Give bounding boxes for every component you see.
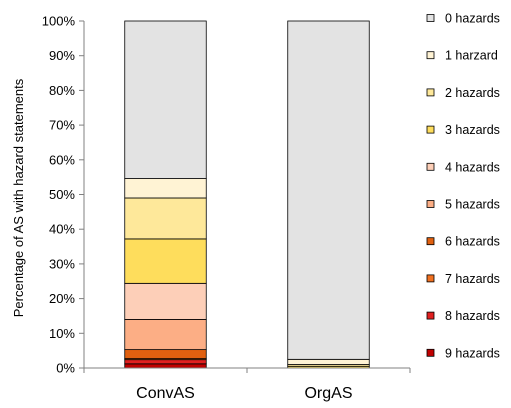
- y-tick-label: 10%: [49, 326, 75, 341]
- legend-label: 5 hazards: [445, 198, 500, 212]
- legend-label: 8 hazards: [445, 309, 500, 323]
- legend-label: 0 hazards: [445, 12, 500, 26]
- legend-swatch: [426, 88, 435, 97]
- legend-label: 1 harzard: [445, 49, 498, 63]
- legend-swatch: [426, 311, 435, 320]
- legend-swatch: [426, 274, 435, 283]
- bar-segment: [124, 197, 207, 240]
- y-tick-label: 90%: [49, 48, 75, 63]
- legend-label: 9 hazards: [445, 346, 500, 360]
- y-tick-label: 80%: [49, 83, 75, 98]
- y-axis: 0% 10% 20% 30% 40% 50% 60% 70% 80% 90% 100%: [42, 14, 85, 376]
- legend-swatch: [426, 348, 435, 357]
- bar-segment: [124, 282, 207, 320]
- bar-segment: [287, 358, 370, 365]
- legend-swatch: [426, 200, 435, 208]
- legend: 0 hazards 1 harzard 2 hazards 3 hazards 4 ha…: [426, 12, 500, 360]
- x-tick-label: ConvAS: [136, 385, 195, 402]
- legend-swatch: [426, 14, 435, 22]
- y-tick-label: 40%: [49, 222, 75, 237]
- y-axis-label: Percentage of AS with hazard statements: [11, 78, 26, 317]
- bar-segment: [287, 20, 370, 360]
- bar-segment: [124, 238, 207, 284]
- legend-label: 2 hazards: [445, 86, 500, 100]
- legend-swatch: [426, 51, 435, 60]
- bar-segment: [124, 349, 207, 360]
- y-tick-label: 30%: [49, 256, 75, 271]
- legend-label: 3 hazards: [445, 123, 500, 137]
- x-axis: ConvAS OrgAS: [83, 367, 411, 402]
- legend-swatch: [426, 162, 435, 171]
- legend-label: 4 hazards: [445, 160, 500, 174]
- legend-swatch: [426, 237, 435, 246]
- bar-segment: [124, 363, 207, 369]
- bar-segment: [124, 20, 207, 179]
- legend-label: 7 hazards: [445, 272, 500, 286]
- bar-segment: [124, 319, 207, 351]
- y-tick-label: 70%: [49, 118, 75, 133]
- y-tick-label: 0%: [56, 361, 75, 376]
- y-tick-label: 60%: [49, 152, 75, 167]
- bars: [124, 20, 370, 369]
- legend-swatch: [426, 125, 435, 134]
- legend-label: 6 hazards: [445, 235, 500, 249]
- y-tick-label: 100%: [42, 14, 76, 29]
- bar-segment: [124, 359, 207, 365]
- y-tick-label: 50%: [49, 187, 75, 202]
- bar-segment: [124, 178, 207, 199]
- x-tick-label: OrgAS: [304, 385, 352, 402]
- y-tick-label: 20%: [49, 291, 75, 306]
